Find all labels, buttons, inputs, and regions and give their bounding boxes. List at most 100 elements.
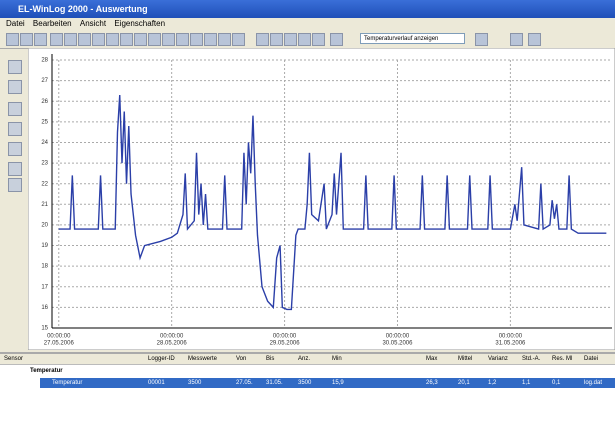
tool-button[interactable] bbox=[312, 33, 325, 46]
tool-button[interactable] bbox=[232, 33, 245, 46]
tool-button[interactable] bbox=[64, 33, 77, 46]
column-header: Anz. bbox=[298, 356, 311, 362]
cell: log.dat bbox=[584, 380, 603, 386]
tool-button[interactable] bbox=[50, 33, 63, 46]
y-tick-label: 24 bbox=[41, 140, 48, 146]
cell: 00001 bbox=[148, 380, 165, 386]
y-tick-label: 19 bbox=[41, 243, 48, 249]
menu-item[interactable]: Datei bbox=[6, 19, 25, 28]
menu-item[interactable]: Bearbeiten bbox=[32, 19, 72, 28]
group-label: Temperatur bbox=[30, 368, 63, 374]
tool-button[interactable] bbox=[20, 33, 33, 46]
tool-button[interactable] bbox=[330, 33, 343, 46]
tool-button[interactable] bbox=[528, 33, 541, 46]
tool-button[interactable] bbox=[475, 33, 488, 46]
tool-button[interactable] bbox=[190, 33, 203, 46]
side-button[interactable] bbox=[8, 122, 22, 136]
column-header: Varianz bbox=[488, 356, 508, 362]
y-tick-label: 26 bbox=[41, 99, 48, 105]
x-tick-label: 00:00:00 bbox=[273, 334, 297, 340]
column-header: Messwerte bbox=[188, 356, 218, 362]
x-tick-label: 00:00:00 bbox=[386, 334, 410, 340]
x-tick-date: 28.05.2006 bbox=[157, 341, 188, 347]
side-button[interactable] bbox=[8, 142, 22, 156]
x-tick-date: 27.05.2006 bbox=[44, 341, 75, 347]
side-button[interactable] bbox=[8, 80, 22, 94]
tool-button[interactable] bbox=[298, 33, 311, 46]
column-header: Mittel bbox=[458, 356, 473, 362]
tool-button[interactable] bbox=[78, 33, 91, 46]
y-tick-label: 17 bbox=[41, 284, 48, 290]
view-combo[interactable]: Temperaturverlauf anzeigen bbox=[360, 33, 465, 44]
tool-button[interactable] bbox=[284, 33, 297, 46]
x-tick-date: 29.05.2006 bbox=[270, 341, 301, 347]
y-tick-label: 18 bbox=[41, 264, 48, 270]
column-header: Std.-A. bbox=[522, 356, 541, 362]
window-title: EL-WinLog 2000 - Auswertung bbox=[18, 4, 148, 14]
tool-button[interactable] bbox=[92, 33, 105, 46]
tool-button[interactable] bbox=[256, 33, 269, 46]
menu-bar: Datei Bearbeiten Ansicht Eigenschaften bbox=[0, 18, 615, 30]
y-tick-label: 21 bbox=[41, 202, 48, 208]
tool-button[interactable] bbox=[176, 33, 189, 46]
tool-button[interactable] bbox=[204, 33, 217, 46]
side-button[interactable] bbox=[8, 162, 22, 176]
y-tick-label: 23 bbox=[41, 161, 48, 167]
table-header: Sensor Logger-ID Messwerte Von Bis Anz. Min Max… bbox=[0, 354, 615, 365]
column-header: Von bbox=[236, 356, 247, 362]
tool-button[interactable] bbox=[148, 33, 161, 46]
x-tick-date: 31.05.2006 bbox=[495, 341, 526, 347]
toolbar bbox=[0, 30, 615, 49]
y-tick-label: 27 bbox=[41, 78, 48, 84]
cell: 0,1 bbox=[552, 380, 561, 386]
column-header: Sensor bbox=[4, 356, 24, 362]
side-button[interactable] bbox=[8, 60, 22, 74]
sensor-row[interactable]: Temperatur 00001 3500 27.05. 31.05. 3500 15,9 2… bbox=[40, 378, 615, 388]
side-button[interactable] bbox=[8, 178, 22, 192]
cell: 15,9 bbox=[332, 380, 344, 386]
y-tick-label: 20 bbox=[41, 223, 48, 229]
tool-button[interactable] bbox=[106, 33, 119, 46]
menu-item[interactable]: Eigenschaften bbox=[114, 19, 166, 28]
cell: 20,1 bbox=[458, 380, 470, 386]
cell: 1,2 bbox=[488, 380, 497, 386]
tool-button[interactable] bbox=[162, 33, 175, 46]
y-tick-label: 16 bbox=[41, 305, 48, 311]
column-header: Min bbox=[332, 356, 342, 362]
cell: 31.05. bbox=[266, 380, 283, 386]
cell: 26,3 bbox=[426, 380, 438, 386]
y-tick-label: 25 bbox=[41, 119, 48, 125]
cell: 27.05. bbox=[236, 380, 253, 386]
column-header: Max bbox=[426, 356, 438, 362]
column-header: Bis bbox=[266, 356, 275, 362]
cell: 3500 bbox=[188, 380, 202, 386]
x-tick-date: 30.05.2006 bbox=[382, 341, 413, 347]
series-line bbox=[58, 95, 607, 311]
side-button[interactable] bbox=[8, 102, 22, 116]
column-header: Datei bbox=[584, 356, 599, 362]
tool-button[interactable] bbox=[270, 33, 283, 46]
sensor-table: Sensor Logger-ID Messwerte Von Bis Anz. Min Max… bbox=[0, 352, 615, 426]
y-tick-label: 22 bbox=[41, 181, 48, 187]
menu-item[interactable]: Ansicht bbox=[79, 19, 107, 28]
column-header: Logger-ID bbox=[148, 356, 175, 362]
tool-button[interactable] bbox=[34, 33, 47, 46]
cell: Temperatur bbox=[52, 380, 83, 386]
column-header: Res. Ml bbox=[552, 356, 573, 362]
chart: 151617181920212223242526272800:00:0027.0… bbox=[28, 48, 615, 350]
cell: 3500 bbox=[298, 380, 312, 386]
x-tick-label: 00:00:00 bbox=[160, 334, 184, 340]
title-bar: EL-WinLog 2000 - Auswertung bbox=[0, 0, 615, 18]
tool-button[interactable] bbox=[218, 33, 231, 46]
tool-button[interactable] bbox=[120, 33, 133, 46]
x-tick-label: 00:00:00 bbox=[499, 334, 523, 340]
cell: 1,1 bbox=[522, 380, 531, 386]
y-tick-label: 15 bbox=[41, 326, 48, 332]
group-row[interactable]: Temperatur bbox=[0, 366, 615, 376]
tool-button[interactable] bbox=[510, 33, 523, 46]
tool-button[interactable] bbox=[134, 33, 147, 46]
x-tick-label: 00:00:00 bbox=[47, 334, 71, 340]
tool-button[interactable] bbox=[6, 33, 19, 46]
y-tick-label: 28 bbox=[41, 58, 48, 64]
